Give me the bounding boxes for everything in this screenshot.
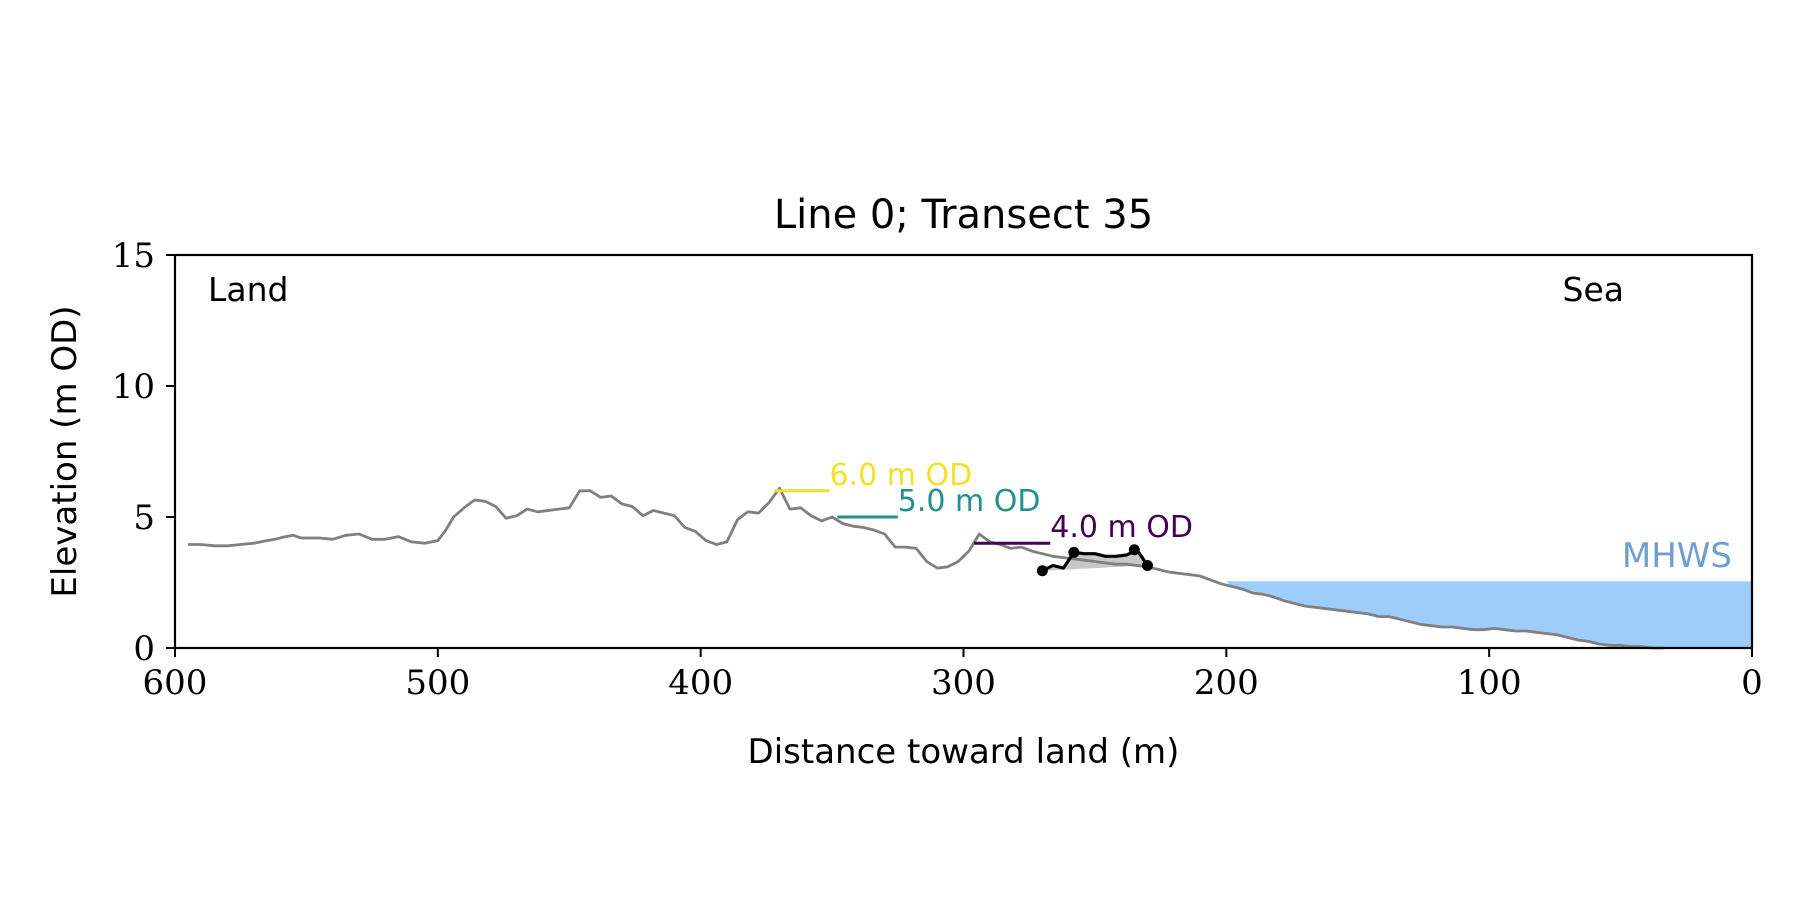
elevation-profile-line: [188, 486, 1663, 650]
contour-label-4: 4.0 m OD: [1050, 510, 1193, 545]
mhws-water-fill: [1226, 581, 1752, 648]
feature-point: [1036, 565, 1048, 577]
feature-profile-line: [1041, 548, 1149, 573]
axes: 600 500 400 300 200 100 0 0 5 10 15: [112, 236, 1763, 703]
y-axis-label: Elevation (m OD): [45, 305, 85, 597]
feature-point: [1141, 559, 1153, 571]
mhws-label: MHWS: [1622, 536, 1732, 576]
feature-point: [1068, 546, 1080, 558]
x-tick-label: 400: [668, 663, 733, 703]
y-tick-label: 15: [112, 236, 155, 276]
x-tick-label: 600: [143, 663, 208, 703]
y-tick-label: 5: [133, 498, 155, 538]
land-label: Land: [208, 270, 288, 309]
contour-label-5: 5.0 m OD: [898, 484, 1041, 519]
chart-title: Line 0; Transect 35: [774, 192, 1153, 238]
plot-area: MHWS 6.0 m OD5.0 m OD 4.0 m OD: [188, 458, 1752, 650]
x-tick-label: 200: [1194, 663, 1259, 703]
x-tick-label: 0: [1741, 663, 1763, 703]
sea-label: Sea: [1563, 270, 1624, 309]
y-tick-label: 0: [133, 629, 155, 669]
x-tick-label: 500: [405, 663, 470, 703]
x-tick-label: 100: [1457, 663, 1522, 703]
y-tick-label: 10: [112, 367, 155, 407]
x-tick-label: 300: [931, 663, 996, 703]
contour-label-6: 6.0 m OD: [829, 458, 972, 493]
feature-point: [1128, 544, 1140, 556]
x-axis-label: Distance toward land (m): [748, 732, 1180, 772]
